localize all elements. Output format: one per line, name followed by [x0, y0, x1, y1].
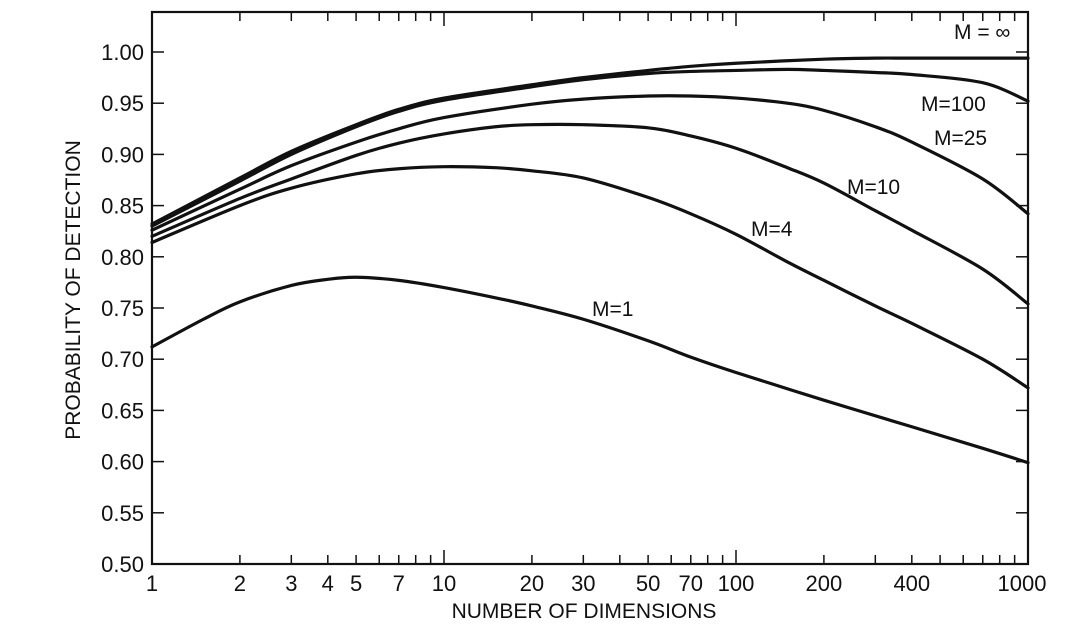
plot-frame: [150, 10, 1030, 566]
x-tick-label: 7: [393, 571, 405, 596]
x-tick-label: 4: [322, 571, 334, 596]
y-tick-label: 0.70: [101, 347, 144, 372]
x-tick-label: 5: [350, 571, 362, 596]
y-tick-label: 0.50: [101, 552, 144, 577]
x-tick-label: 70: [679, 571, 703, 596]
x-tick-label: 30: [571, 571, 595, 596]
y-tick-label: 0.85: [101, 194, 144, 219]
series-curve-0: [150, 56, 1030, 226]
x-tick-labels: 1 2 3 4 5 7 10 20 30 50 70 100 200 400 1000: [146, 571, 1047, 596]
x-tick-label: 1000: [998, 571, 1047, 596]
x-tick-label: 2: [234, 571, 246, 596]
y-axis-title: PROBABILITY OF DETECTION: [62, 140, 85, 440]
series-curve-4: [150, 165, 1030, 390]
series-curves: [150, 56, 1030, 465]
series-curve-1: [150, 67, 1030, 228]
x-tick-label: 100: [718, 571, 755, 596]
series-curve-2: [150, 94, 1030, 232]
series-label-4: M=4: [751, 218, 793, 241]
series-label-1: M=100: [921, 93, 986, 116]
series-label-0: M = ∞: [954, 21, 1010, 44]
x-tick-label: 50: [636, 571, 660, 596]
y-tick-label: 0.60: [101, 450, 144, 475]
series-label-2: M=25: [934, 127, 987, 150]
y-tick-label: 0.80: [101, 245, 144, 270]
y-tick-label: 0.75: [101, 296, 144, 321]
x-tick-label: 20: [520, 571, 544, 596]
y-tick-label: 0.65: [101, 398, 144, 423]
series-label-5: M=1: [592, 298, 633, 321]
y-tick-label: 0.95: [101, 91, 144, 116]
series-curve-3: [150, 122, 1030, 306]
x-tick-label: 400: [893, 571, 930, 596]
x-tick-label: 1: [146, 571, 158, 596]
series-label-3: M=10: [847, 176, 900, 199]
series-labels: M = ∞ M=100 M=25 M=10 M=4 M=1: [592, 21, 1010, 321]
y-tick-label: 0.90: [101, 142, 144, 167]
y-tick-labels: 0.50 0.55 0.60 0.65 0.70 0.75 0.80 0.85 0.90 0.95…: [101, 40, 144, 577]
x-axis-title: NUMBER OF DIMENSIONS: [452, 600, 717, 623]
x-tick-label: 3: [285, 571, 297, 596]
x-tick-label: 200: [806, 571, 843, 596]
y-tick-label: 0.55: [101, 501, 144, 526]
series-curve-5: [150, 275, 1030, 465]
y-tick-label: 1.00: [101, 40, 144, 65]
x-tick-label: 10: [432, 571, 456, 596]
